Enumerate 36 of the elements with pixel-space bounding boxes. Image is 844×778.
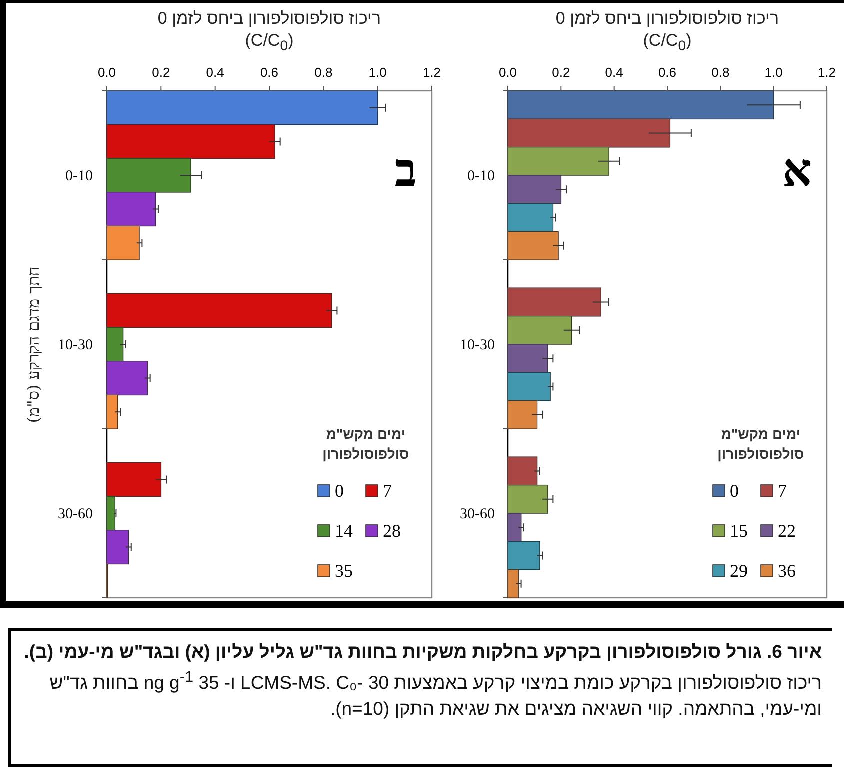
legend-label: 0: [335, 481, 344, 501]
legend-label: 28: [383, 521, 401, 541]
x-tick-label: 0.2: [152, 65, 170, 80]
legend-label: 0: [730, 481, 739, 501]
x-tick-label: 0.8: [712, 65, 730, 80]
legend-label: 7: [778, 481, 787, 501]
x-tick-label: 1.2: [422, 65, 442, 80]
legend-label: 36: [778, 561, 796, 581]
x-tick-label: 1.2: [818, 65, 836, 80]
legend-title: ימים מקש"מ סולפוסולפורון: [718, 426, 804, 462]
annotation: ב: [394, 143, 417, 197]
legend-label: 35: [335, 561, 353, 581]
legend-title: ימים מקש"מ סולפוסולפורון: [322, 426, 410, 462]
y-tick-label: 0-10: [66, 168, 93, 184]
legend-label: 14: [335, 521, 353, 541]
x-tick-label: 0.6: [260, 65, 279, 80]
y-tick-label: 30-60: [460, 506, 495, 522]
x-tick-label: 1.0: [368, 65, 387, 80]
legend-label: 7: [383, 481, 392, 501]
y-tick-label: 0-10: [468, 168, 495, 184]
y-tick-label: 10-30: [58, 338, 93, 354]
y-axis-title: חתך מדגם הקרקע (ס"מ): [24, 266, 43, 423]
legend-label: 29: [730, 561, 748, 581]
x-tick-label: 0.6: [658, 65, 677, 80]
x-tick-label: 0.8: [314, 65, 333, 80]
x-tick-label: 0.4: [206, 65, 224, 80]
legend-label: 15: [730, 521, 748, 541]
x-tick-label: 0.4: [605, 65, 624, 80]
y-tick-label: 10-30: [460, 338, 495, 354]
x-tick-label: 0.0: [498, 65, 518, 80]
x-tick-label: 1.0: [764, 65, 783, 80]
x-tick-label: 0.2: [552, 65, 570, 80]
x-tick-label: 0.0: [98, 65, 116, 80]
legend-label: 22: [778, 521, 796, 541]
annotation: א: [782, 143, 812, 197]
y-tick-label: 30-60: [58, 506, 93, 522]
